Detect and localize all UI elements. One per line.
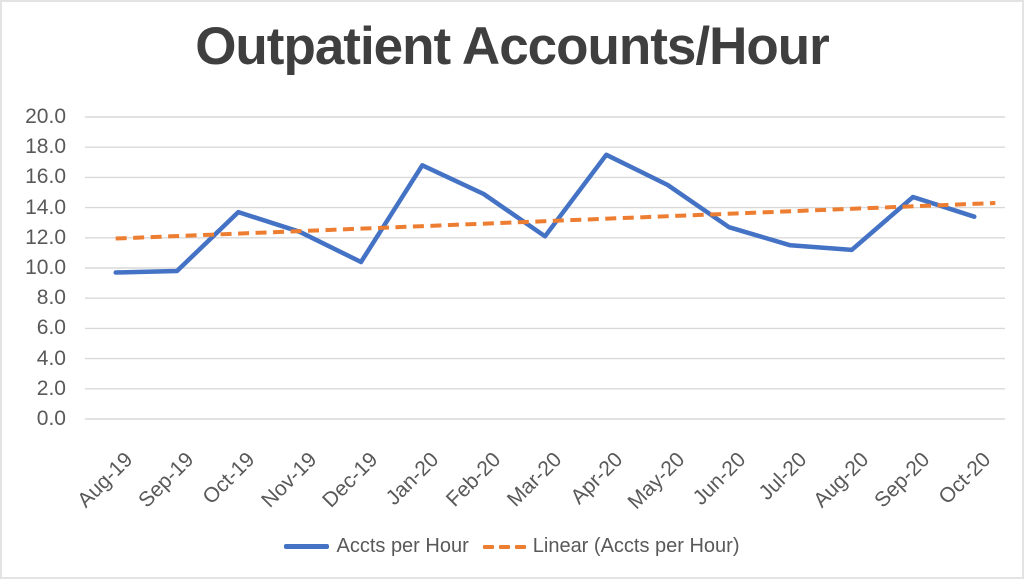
y-axis-tick-label: 10.0 [25, 256, 66, 279]
y-axis-tick-label: 6.0 [36, 316, 66, 340]
y-axis-tick-label: 20.0 [25, 105, 66, 128]
chart-canvas [85, 116, 1005, 420]
chart-title: Outpatient Accounts/Hour [195, 17, 830, 76]
trendline-linear [115, 200, 996, 241]
legend-item-linear-trend: Linear (Accts per Hour) [482, 535, 740, 558]
y-axis-tick-label: 4.0 [36, 346, 66, 370]
legend-label-accts-per-hour: Accts per Hour [336, 535, 469, 557]
legend-dashed-line-marker [482, 544, 526, 549]
y-axis-tick-label: 12.0 [25, 225, 66, 249]
series-line-accts-per-hour [113, 152, 977, 275]
y-axis-tick-label: 16.0 [25, 165, 66, 189]
legend-label-linear-trend: Linear (Accts per Hour) [532, 535, 740, 557]
legend-solid-line-marker [284, 544, 330, 549]
y-axis-tick-label: 2.0 [36, 376, 66, 400]
y-axis-tick-label: 14.0 [25, 195, 66, 219]
legend-item-accts-per-hour: Accts per Hour [284, 535, 469, 558]
y-axis-tick-label: 18.0 [25, 135, 66, 159]
y-axis-tick-label: 0.0 [36, 407, 66, 430]
plot-area [85, 116, 1005, 420]
y-axis-tick-label: 8.0 [36, 286, 66, 310]
legend: Accts per Hour Linear (Accts per Hour) [2, 535, 1022, 558]
